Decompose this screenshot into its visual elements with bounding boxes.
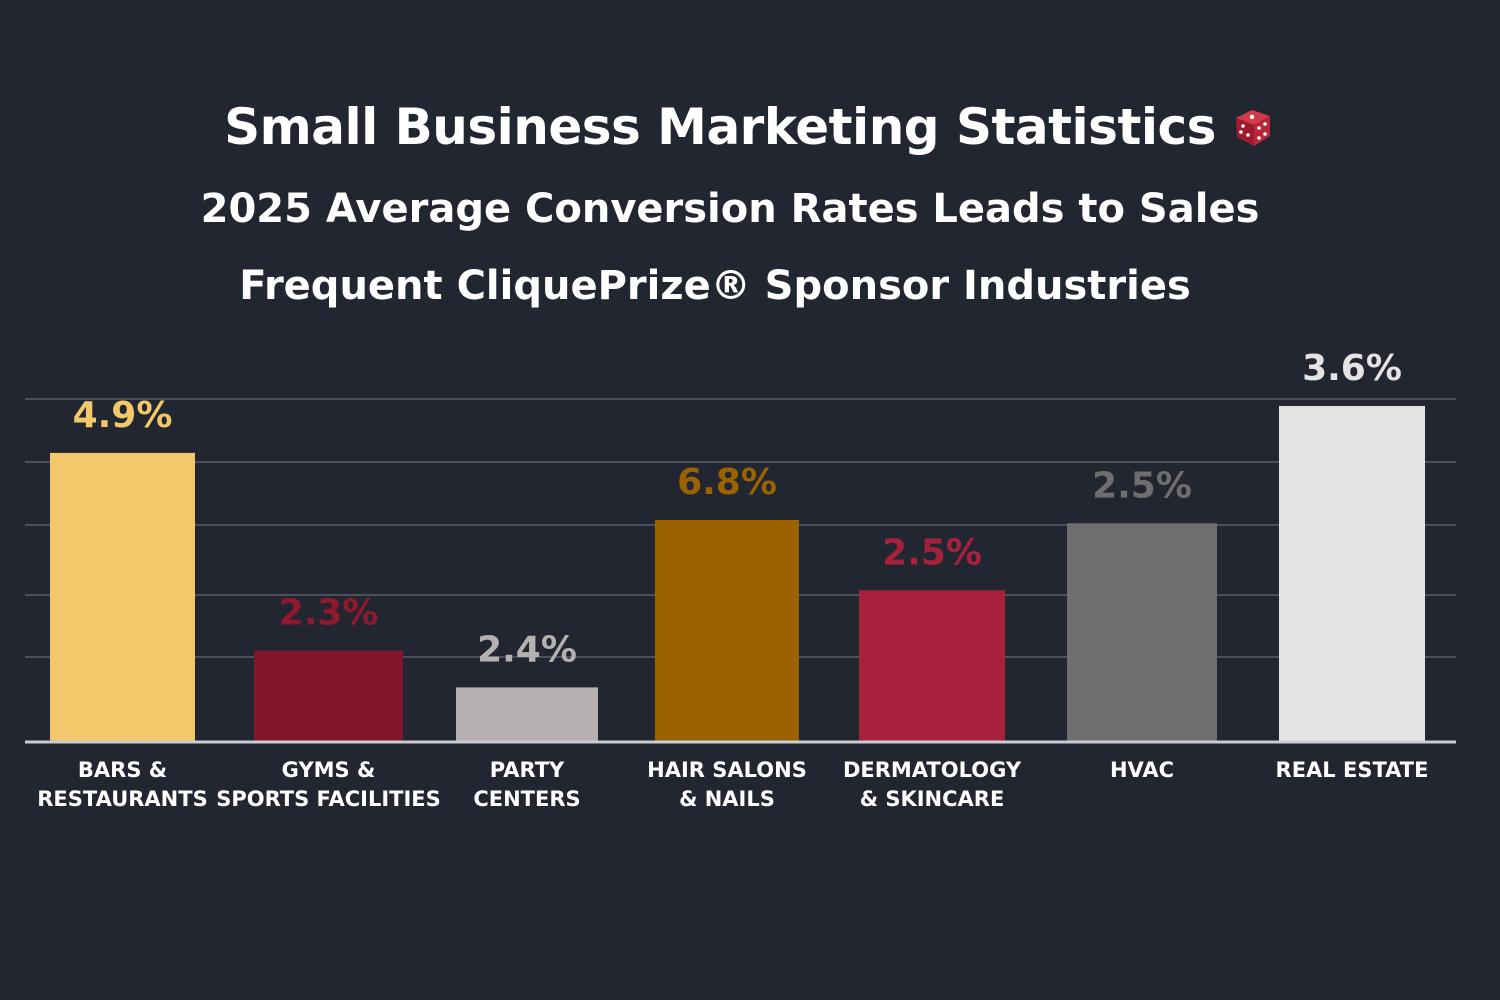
value-label: 4.9%	[73, 395, 173, 436]
category-label: & SKINCARE	[860, 787, 1005, 811]
value-label: 2.5%	[882, 532, 982, 573]
chart-title-row: Small Business Marketing Statistics	[0, 98, 1500, 156]
dice-icon	[1230, 104, 1276, 150]
bar	[1067, 523, 1217, 741]
value-label: 3.6%	[1302, 348, 1402, 389]
category-label: HVAC	[1110, 758, 1174, 782]
category-label: GYMS &	[282, 758, 376, 782]
chart-subtitle: 2025 Average Conversion Rates Leads to S…	[200, 186, 1260, 232]
value-label: 6.8%	[677, 462, 777, 503]
value-label: 2.5%	[1092, 465, 1192, 506]
category-label: CENTERS	[473, 787, 580, 811]
chart-title: Small Business Marketing Statistics	[224, 98, 1216, 156]
category-label: PARTY	[490, 758, 565, 782]
category-label: & NAILS	[679, 787, 775, 811]
bar	[456, 687, 598, 741]
category-label: BARS &	[78, 758, 167, 782]
bar	[655, 519, 799, 741]
bar	[1279, 406, 1425, 741]
bar	[50, 452, 195, 741]
bar	[859, 590, 1005, 741]
category-label: REAL ESTATE	[1276, 758, 1429, 782]
value-label: 2.3%	[279, 593, 379, 634]
category-label: DERMATOLOGY	[843, 758, 1022, 782]
chart-subtitle-2: Frequent CliquePrize® Sponsor Industries	[239, 263, 1191, 309]
bar	[254, 650, 403, 741]
value-label: 2.4%	[477, 629, 577, 670]
category-label: RESTAURANTS	[37, 787, 207, 811]
category-label: SPORTS FACILITIES	[216, 787, 441, 811]
category-label: HAIR SALONS	[647, 758, 807, 782]
